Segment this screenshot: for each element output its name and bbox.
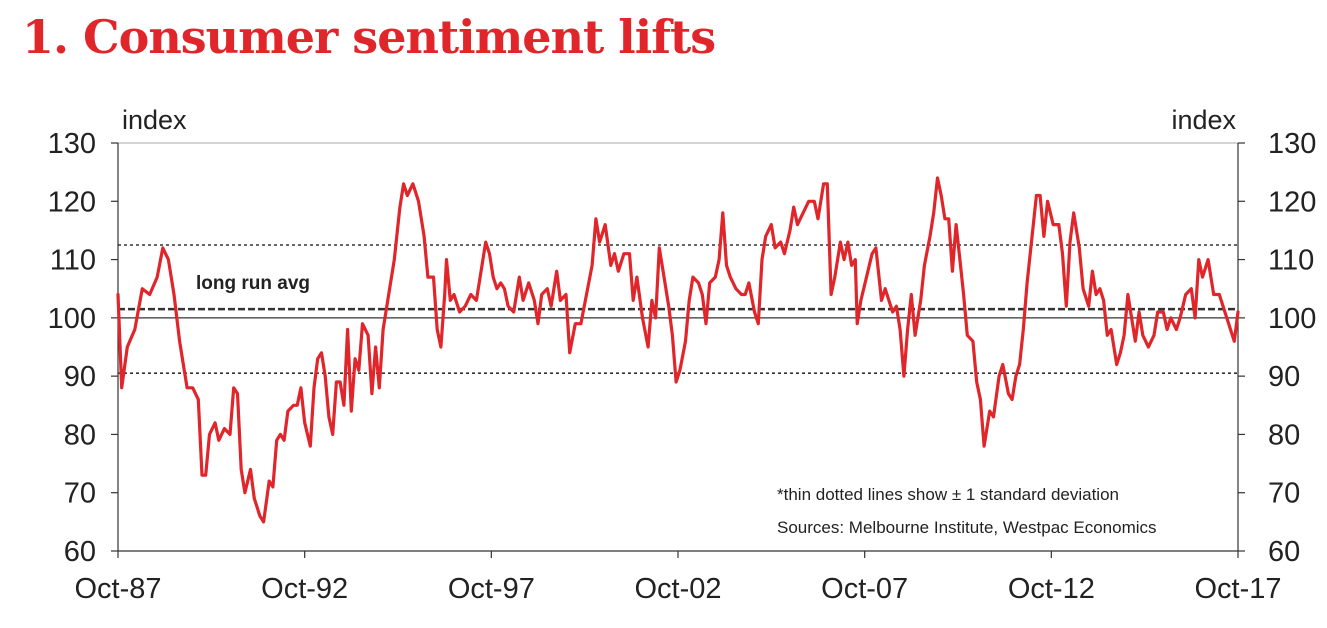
y-tick-label-left: 70 (64, 478, 96, 510)
y-tick-label-left: 60 (64, 536, 96, 568)
y-tick-label-left: 90 (64, 361, 96, 393)
y-axis-right: 60 70 80 90 100 110 120 130 (1238, 128, 1316, 568)
x-tick-label: Oct-87 (74, 573, 161, 605)
y-axis-left: 60 70 80 90 100 110 120 130 (48, 128, 118, 568)
y-axis-right-unit: index (1171, 105, 1236, 135)
long-run-avg-label: long run avg (196, 273, 310, 294)
x-axis: Oct-87 Oct-92 Oct-97 Oct-02 Oct-07 Oct-12 Oct-… (74, 551, 1282, 605)
x-tick-label: Oct-07 (821, 573, 908, 605)
sources-note: Sources: Melbourne Institute, Westpac Ec… (777, 518, 1157, 537)
y-tick-label-right: 120 (1268, 186, 1316, 218)
x-tick-label: Oct-97 (448, 573, 535, 605)
y-tick-label-left: 80 (64, 419, 96, 451)
x-tick-label: Oct-12 (1008, 573, 1095, 605)
sentiment-series-line (116, 176, 1240, 524)
series-layer (116, 176, 1240, 524)
y-tick-label-left: 120 (48, 186, 96, 218)
y-tick-label-right: 90 (1268, 361, 1300, 393)
y-tick-label-right: 100 (1268, 303, 1316, 335)
x-tick-label: Oct-02 (634, 573, 721, 605)
chart-title: 1. Consumer sentiment lifts (22, 10, 716, 64)
y-tick-label-right: 70 (1268, 478, 1300, 510)
x-tick-label: Oct-17 (1194, 573, 1281, 605)
y-tick-label-left: 110 (50, 245, 96, 277)
y-tick-label-left: 130 (48, 128, 96, 160)
y-tick-label-right: 80 (1268, 419, 1300, 451)
y-tick-label-right: 60 (1268, 536, 1300, 568)
y-axis-left-unit: index (122, 105, 187, 135)
y-tick-label-left: 100 (48, 303, 96, 335)
x-tick-label: Oct-92 (261, 573, 348, 605)
y-tick-label-right: 130 (1268, 128, 1316, 160)
y-tick-label-right: 110 (1268, 245, 1314, 277)
std-dev-note: *thin dotted lines show ± 1 standard dev… (777, 485, 1119, 504)
